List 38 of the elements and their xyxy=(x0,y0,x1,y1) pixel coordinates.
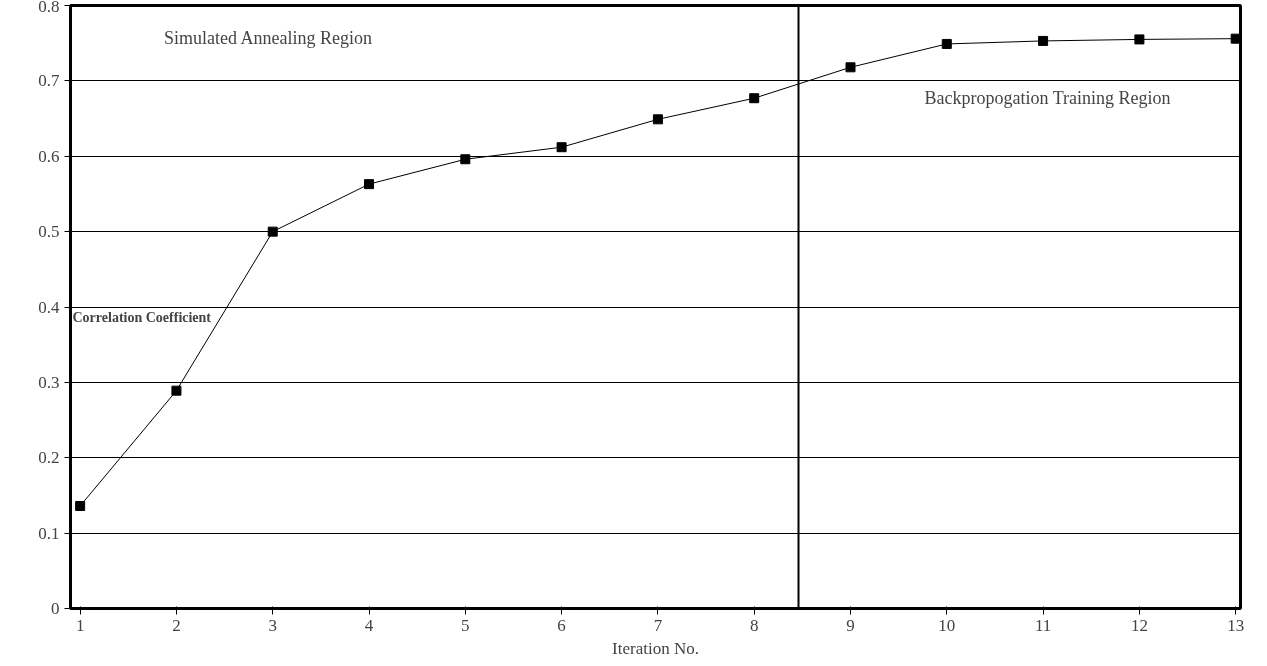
point xyxy=(749,93,760,104)
y-axis-title: Correlation Coefficient xyxy=(72,310,212,326)
point xyxy=(267,226,278,237)
point xyxy=(652,114,663,125)
point xyxy=(845,62,856,73)
y-tick-label: 0.8 xyxy=(38,0,60,16)
x-tick-label: 4 xyxy=(364,615,374,635)
x-tick-label: 2 xyxy=(172,615,181,635)
x-tick-label: 7 xyxy=(653,615,663,635)
point xyxy=(171,385,182,396)
x-tick-label: 9 xyxy=(846,615,855,635)
x-tick-label: 11 xyxy=(1034,615,1052,635)
point xyxy=(460,154,471,165)
y-tick-label: 0.6 xyxy=(38,146,60,166)
y-tick-label: 0 xyxy=(51,599,60,618)
point xyxy=(941,38,952,49)
x-tick-label: 5 xyxy=(461,615,470,635)
point xyxy=(364,179,375,190)
x-tick-label: 12 xyxy=(1130,615,1148,635)
point xyxy=(1038,35,1049,46)
point xyxy=(1134,34,1145,45)
point xyxy=(556,142,567,153)
x-tick-label: 8 xyxy=(749,615,759,635)
y-tick-label: 0.2 xyxy=(38,448,60,468)
x-axis-title: Iteration No. xyxy=(612,638,699,658)
x-tick-label: 3 xyxy=(268,615,277,635)
y-tick-label: 0.5 xyxy=(38,222,60,242)
y-tick-label: 0.7 xyxy=(38,71,60,91)
x-tick-label: 6 xyxy=(557,615,566,635)
x-tick-label: 10 xyxy=(938,615,956,635)
annotation: Simulated Annealing Region xyxy=(164,27,373,48)
y-tick-label: 0.3 xyxy=(38,372,60,392)
x-tick-label: 1 xyxy=(75,615,85,635)
y-tick-label: 0.4 xyxy=(38,297,60,317)
y-tick-label: 0.1 xyxy=(38,523,60,543)
point xyxy=(75,500,86,511)
annotation: Backpropogation Training Region xyxy=(924,88,1171,109)
x-tick-label: 13 xyxy=(1227,615,1245,635)
